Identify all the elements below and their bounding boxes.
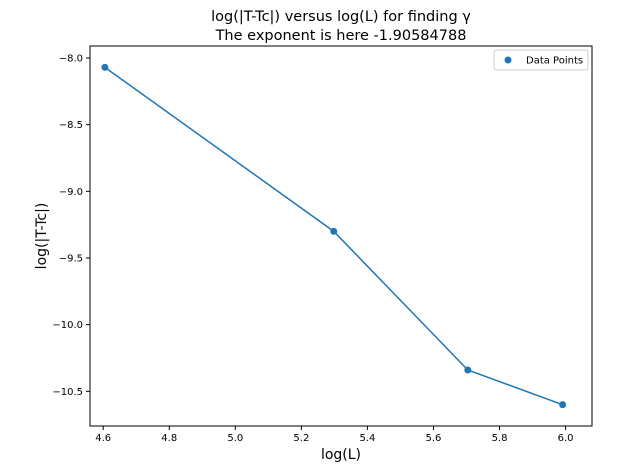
legend-marker [504, 56, 512, 64]
data-point [559, 401, 567, 409]
series-line [104, 66, 563, 406]
y-axis-ticks: −8.0 −8.5 −9.0 −9.5 −10.0 −10.5 [52, 54, 90, 398]
legend-frame [493, 49, 589, 71]
chart-title-line2: The exponent is here -1.90584788 [215, 28, 467, 44]
y-tick-label: −10.0 [52, 320, 83, 331]
x-tick-label: 4.6 [95, 433, 111, 444]
x-axis-ticks: 4.6 4.8 5.0 5.2 5.4 5.6 5.8 6.0 [95, 426, 574, 444]
x-tick-label: 6.0 [558, 433, 574, 444]
series-layer [101, 63, 567, 409]
y-tick-label: −10.5 [52, 387, 83, 398]
y-axis-label: log(|T-Tc|) [34, 203, 50, 270]
data-point [101, 63, 109, 71]
legend-label: Data Points [526, 56, 583, 67]
y-tick-label: −9.5 [59, 254, 83, 265]
legend: Data Points [493, 49, 589, 71]
x-tick-label: 5.2 [293, 433, 309, 444]
y-tick-label: −8.0 [59, 54, 83, 65]
y-tick-label: −8.5 [59, 120, 83, 131]
x-tick-label: 4.8 [161, 433, 177, 444]
y-tick-label: −9.0 [59, 187, 83, 198]
data-point [464, 366, 472, 374]
x-tick-label: 5.4 [359, 433, 375, 444]
x-tick-label: 5.6 [426, 433, 442, 444]
x-tick-label: 5.0 [227, 433, 243, 444]
chart-title-line1: log(|T-Tc|) versus log(L) for finding γ [211, 9, 471, 25]
x-tick-label: 5.8 [492, 433, 508, 444]
x-axis-label: log(L) [321, 447, 361, 463]
plot-area-frame [89, 45, 593, 427]
data-point [330, 227, 338, 235]
